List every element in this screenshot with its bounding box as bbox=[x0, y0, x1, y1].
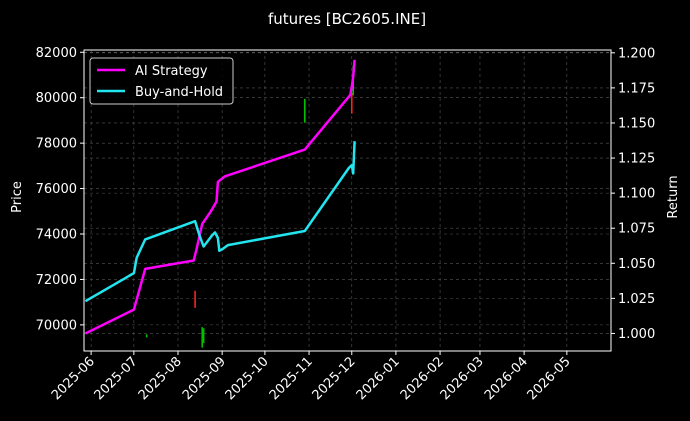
y-tick-label-left: 82000 bbox=[36, 46, 77, 61]
y-axis-title-left: Price bbox=[10, 181, 25, 213]
y-tick-label-right: 1.150 bbox=[618, 116, 655, 131]
y-tick-label-left: 76000 bbox=[36, 182, 77, 197]
series-lines bbox=[84, 59, 356, 335]
y-tick-label-right: 1.050 bbox=[618, 257, 655, 272]
y-tick-label-right: 1.100 bbox=[618, 187, 655, 202]
y-tick-label-right: 1.075 bbox=[618, 222, 655, 237]
y-axis-left: 70000 72000 74000 76000 78000 80000 82000 bbox=[36, 46, 84, 333]
y-tick-label-left: 74000 bbox=[36, 228, 77, 243]
y-tick-label-right: 1.175 bbox=[618, 81, 655, 96]
y-tick-label-left: 70000 bbox=[36, 318, 77, 333]
y-tick-label-right: 1.000 bbox=[618, 327, 655, 342]
series-line-buy-and-hold bbox=[84, 141, 356, 303]
y-tick-label-left: 78000 bbox=[36, 137, 77, 152]
y-tick-label-right: 1.200 bbox=[618, 46, 655, 61]
y-tick-label-left: 80000 bbox=[36, 91, 77, 106]
y-axis-title-right: Return bbox=[666, 175, 681, 218]
y-tick-label-left: 72000 bbox=[36, 273, 77, 288]
y-axis-right: 1.000 1.025 1.050 1.075 1.100 1.125 1.150 1.175… bbox=[611, 46, 655, 342]
y-tick-label-right: 1.125 bbox=[618, 152, 655, 167]
series-line-ai-strategy bbox=[84, 59, 356, 335]
legend-label-buy-and-hold: Buy-and-Hold bbox=[135, 85, 223, 100]
legend: AI Strategy Buy-and-Hold bbox=[89, 57, 234, 105]
legend-label-ai-strategy: AI Strategy bbox=[135, 64, 208, 79]
y-tick-label-right: 1.025 bbox=[618, 292, 655, 307]
legend-box bbox=[89, 57, 234, 105]
plot-frame bbox=[83, 49, 612, 352]
chart-title: futures [BC2605.INE] bbox=[268, 10, 426, 28]
